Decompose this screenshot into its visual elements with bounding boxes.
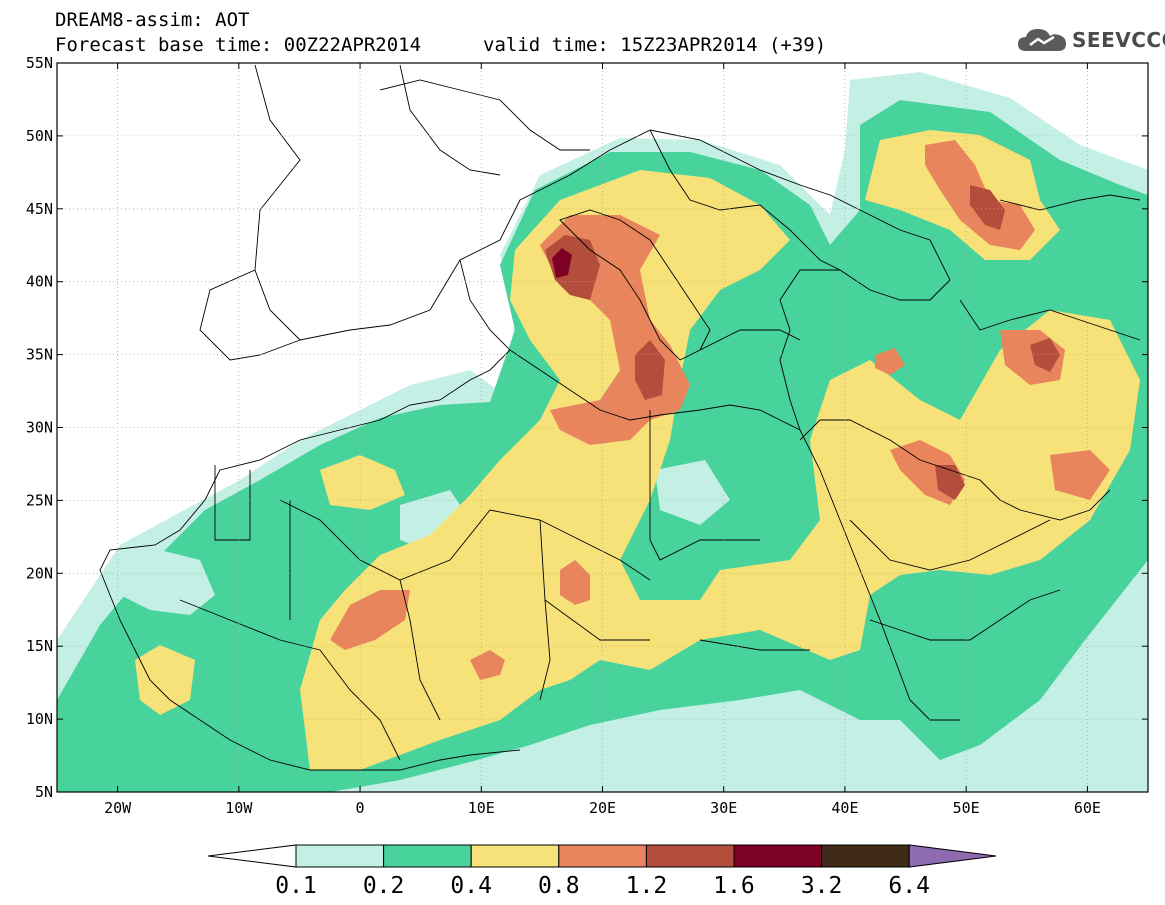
lat-label: 25N [26, 491, 53, 509]
lat-labels: 55N 50N 45N 40N 35N 30N 25N 20N 15N 10N 5N [26, 54, 53, 801]
lat-label: 40N [26, 273, 53, 291]
seevccc-logo: SEEVCCC [1016, 22, 1165, 58]
lat-label: 5N [35, 783, 53, 801]
graticule [57, 63, 1148, 792]
colorbar-bin [733, 844, 823, 868]
lat-label: 10N [26, 710, 53, 728]
colorbar-label: 0.8 [538, 873, 580, 899]
colorbar-bin [470, 844, 560, 868]
forecast-base-time: Forecast base time: 00Z22APR2014 [55, 34, 422, 56]
cloud-icon [1018, 29, 1066, 51]
colorbar-bin [383, 844, 472, 868]
aot-field [57, 72, 1148, 792]
lon-label: 40E [831, 799, 858, 817]
lon-label: 60E [1074, 799, 1101, 817]
valid-time: valid time: 15Z23APR2014 (+39) [483, 34, 827, 56]
colorbar-label: 1.6 [713, 873, 755, 899]
colorbar-over-triangle [908, 844, 997, 868]
lon-label: 10E [468, 799, 495, 817]
colorbar-label: 0.1 [275, 873, 317, 899]
lat-label: 35N [26, 346, 53, 364]
lon-labels: 20W 10W 0 10E 20E 30E 40E 50E 60E [104, 799, 1101, 817]
lon-label: 20E [589, 799, 616, 817]
colorbar-bin [821, 844, 910, 868]
colorbar-label: 0.4 [450, 873, 492, 899]
lon-label: 50E [953, 799, 980, 817]
lat-label: 50N [26, 127, 53, 145]
lat-label: 20N [26, 564, 53, 582]
coastline-borders [99, 64, 1141, 771]
lat-label: 15N [26, 637, 53, 655]
lon-label: 0 [356, 799, 365, 817]
lat-label: 55N [26, 54, 53, 72]
lat-label: 45N [26, 200, 53, 218]
title-variable: DREAM8-assim: AOT [55, 9, 250, 31]
lat-label: 30N [26, 419, 53, 437]
lon-label: 20W [104, 799, 132, 817]
colorbar-label: 3.2 [801, 873, 843, 899]
lon-label: 30E [710, 799, 737, 817]
axis-ticks [57, 62, 1148, 793]
colorbar-under-triangle [207, 844, 297, 868]
logo-text: SEEVCCC [1072, 28, 1165, 52]
colorbar-bin [558, 844, 647, 868]
colorbar-label: 0.2 [363, 873, 405, 899]
aot-level-1.6 [552, 248, 572, 278]
colorbar-label: 1.2 [626, 873, 668, 899]
colorbar-bin [295, 844, 385, 868]
lon-label: 10W [225, 799, 253, 817]
colorbar-label: 6.4 [888, 873, 930, 899]
colorbar-bin [645, 844, 735, 868]
colorbar: 0.1 0.2 0.4 0.8 1.2 1.6 3.2 6.4 [207, 844, 997, 899]
